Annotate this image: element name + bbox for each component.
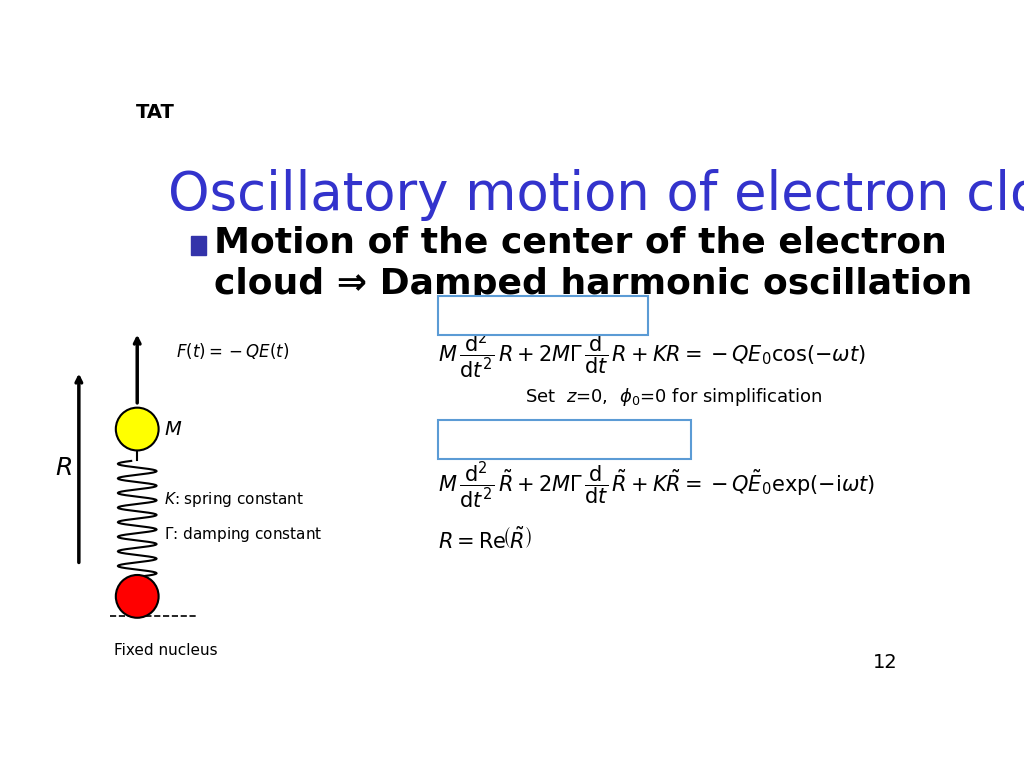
Text: cloud ⇒ Damped harmonic oscillation: cloud ⇒ Damped harmonic oscillation (214, 267, 972, 301)
Text: Equation of motion: Equation of motion (445, 306, 616, 325)
Text: TAT: TAT (136, 104, 175, 122)
Circle shape (116, 408, 159, 451)
Bar (191, 236, 206, 255)
Text: $M\,\dfrac{\mathrm{d}^2}{\mathrm{d}t^2}\,\tilde{R} + 2M\Gamma\,\dfrac{\mathrm{d}: $M\,\dfrac{\mathrm{d}^2}{\mathrm{d}t^2}\… (437, 460, 874, 511)
Text: Oscillatory motion of electron cloud: Oscillatory motion of electron cloud (168, 169, 1024, 221)
Text: Phasor representation: Phasor representation (445, 431, 645, 449)
Text: Fixed nucleus: Fixed nucleus (114, 644, 217, 658)
Text: $M$: $M$ (165, 419, 182, 439)
Text: 12: 12 (873, 653, 898, 672)
FancyBboxPatch shape (437, 420, 691, 458)
Text: $F(t) = -QE(t)$: $F(t) = -QE(t)$ (176, 341, 290, 361)
Text: $K$: spring constant: $K$: spring constant (165, 489, 305, 508)
Text: $\it{R}$: $\it{R}$ (54, 456, 72, 480)
Text: Set  $z$=0,  $\phi_0$=0 for simplification: Set $z$=0, $\phi_0$=0 for simplification (524, 386, 822, 408)
Text: $M\,\dfrac{\mathrm{d}^2}{\mathrm{d}t^2}\,R + 2M\Gamma\,\dfrac{\mathrm{d}}{\mathr: $M\,\dfrac{\mathrm{d}^2}{\mathrm{d}t^2}\… (437, 329, 865, 381)
FancyBboxPatch shape (437, 296, 648, 335)
Text: $R = \mathrm{Re}\!\left(\tilde{R}\right)$: $R = \mathrm{Re}\!\left(\tilde{R}\right)… (437, 525, 531, 551)
Text: $\it{\Gamma}$: damping constant: $\it{\Gamma}$: damping constant (165, 525, 323, 544)
Text: Motion of the center of the electron: Motion of the center of the electron (214, 226, 946, 260)
Circle shape (116, 575, 159, 617)
